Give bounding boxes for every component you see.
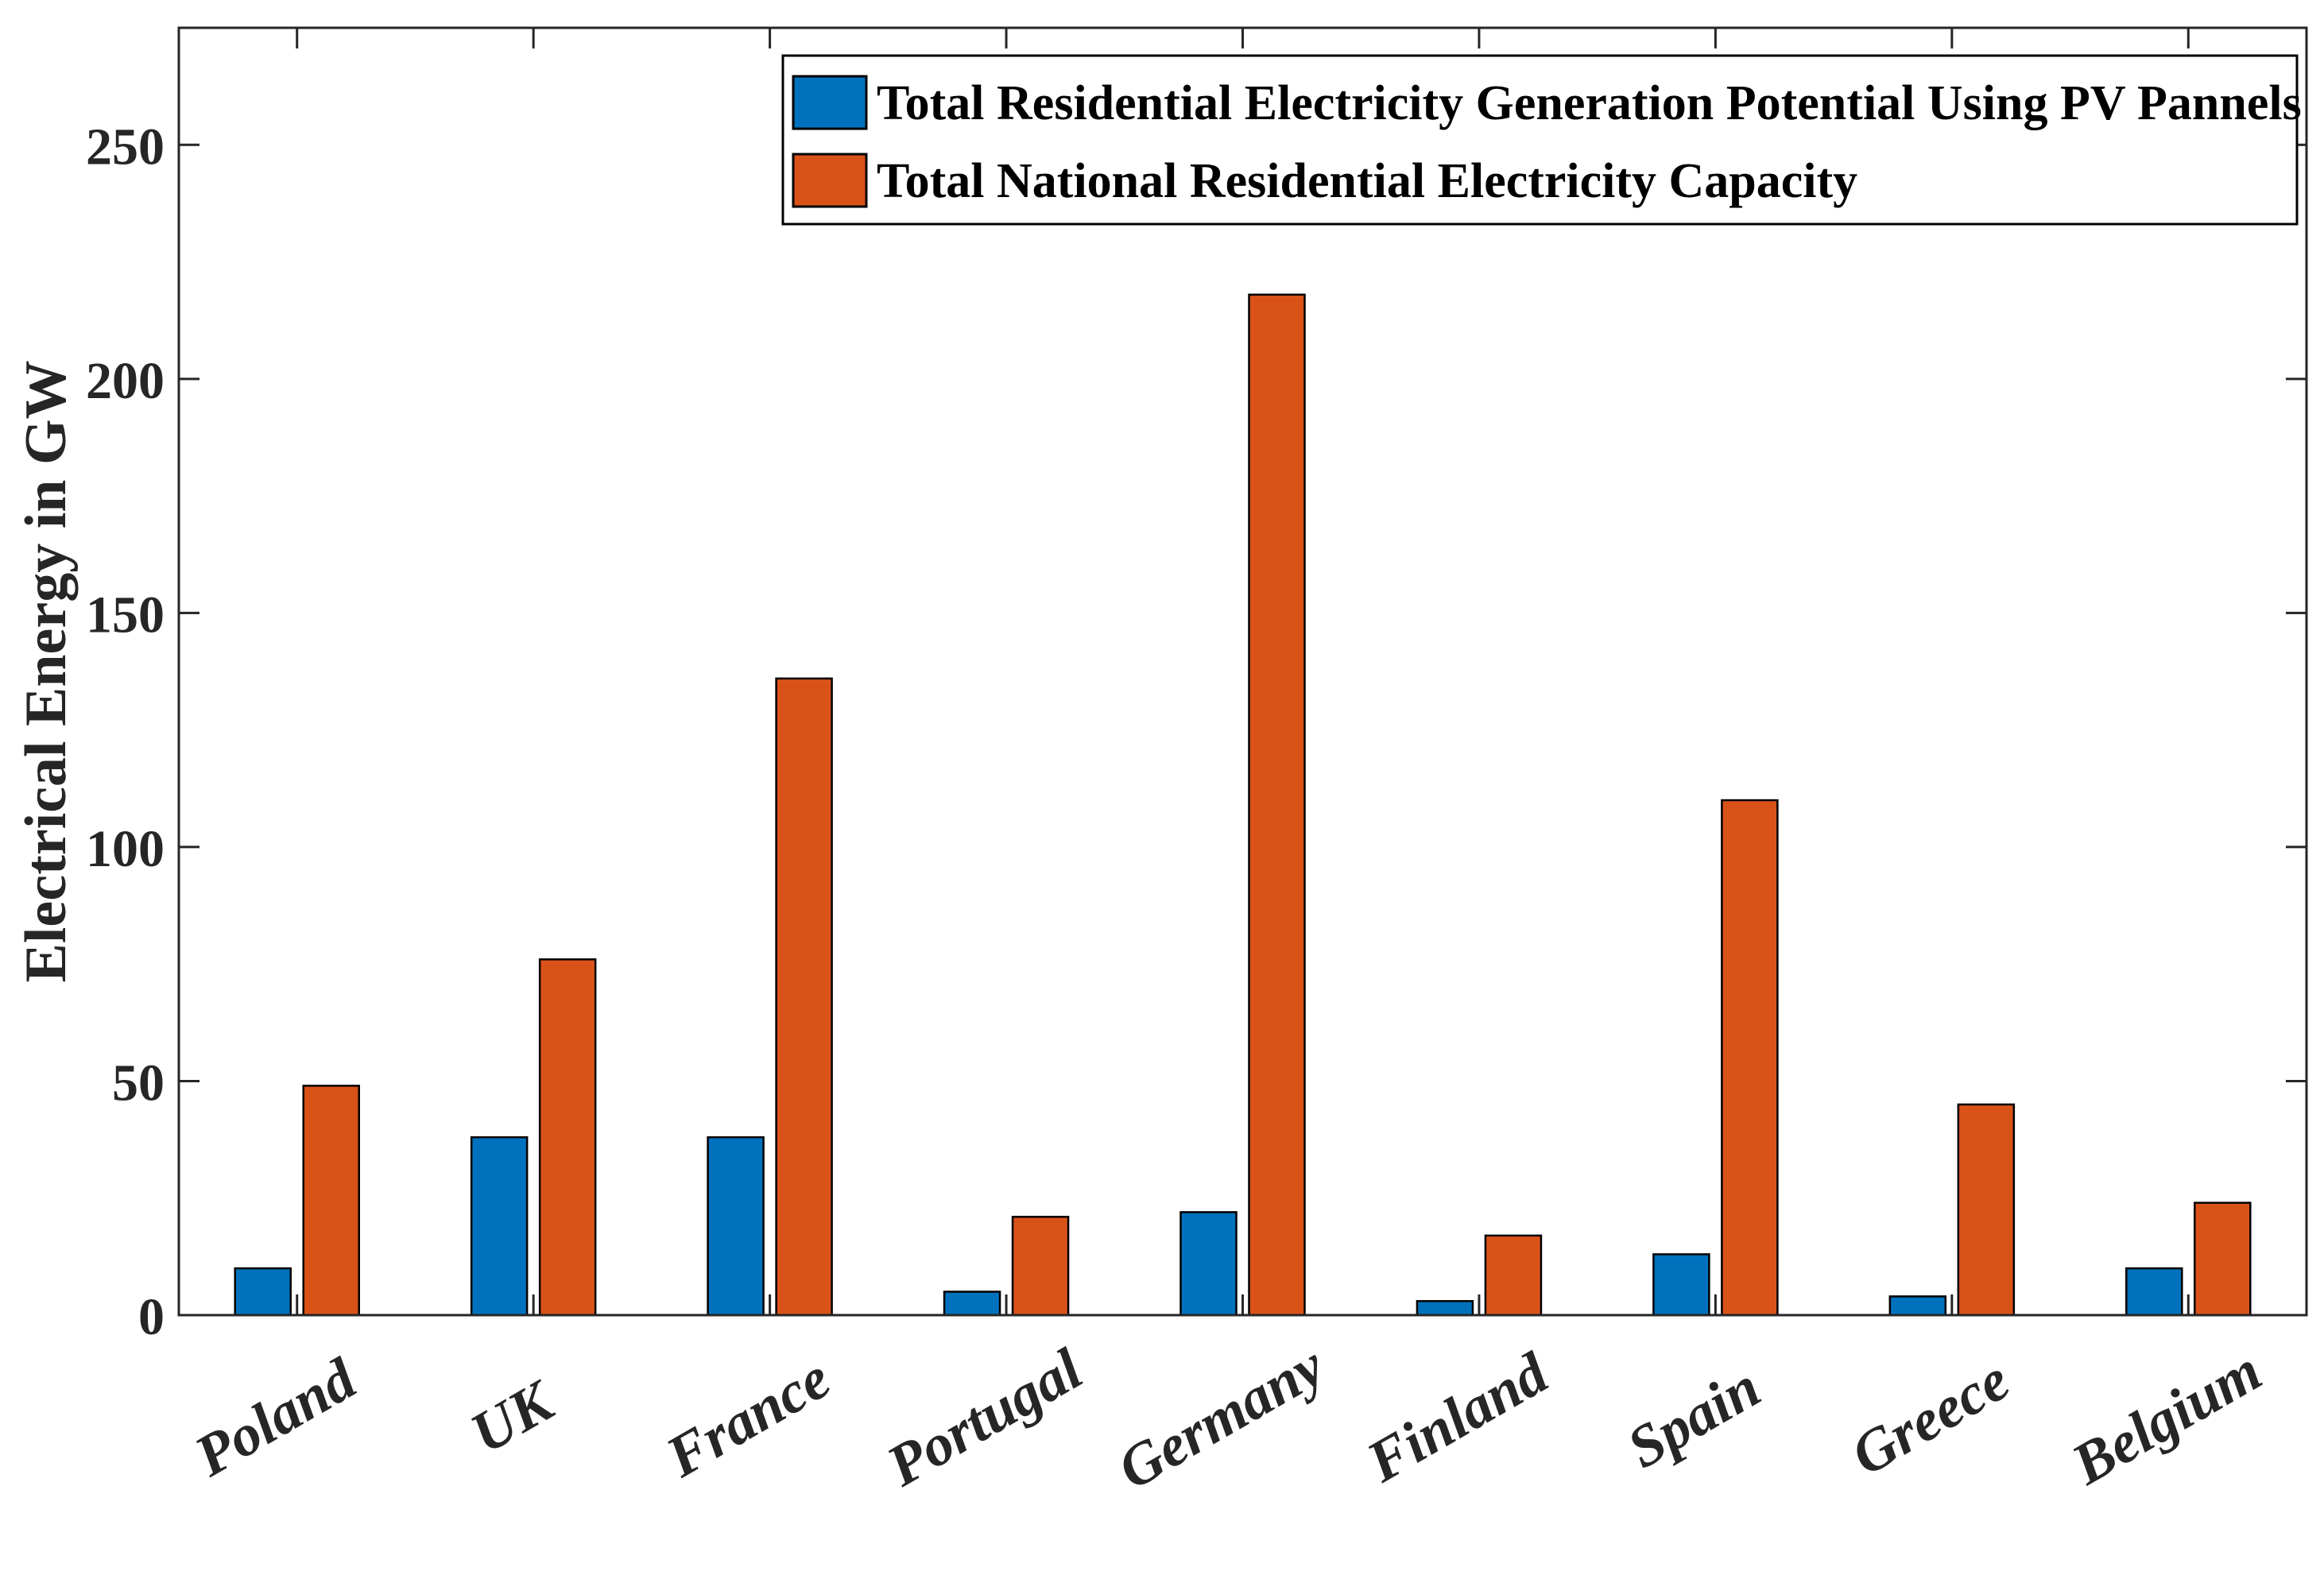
bar-pv-potential-greece bbox=[1888, 1295, 1947, 1317]
legend: Total Residential Electricity Generation… bbox=[781, 54, 2302, 226]
x-category-label-spain: Spain bbox=[1617, 1354, 1771, 1480]
y-tick-label: 250 bbox=[86, 118, 165, 176]
legend-swatch-national-capacity bbox=[792, 153, 868, 208]
x-category-label-belgium: Belgium bbox=[2061, 1338, 2272, 1498]
y-tick-label: 100 bbox=[86, 820, 165, 878]
bar-national-capacity-belgium bbox=[2194, 1201, 2252, 1317]
bar-national-capacity-finland bbox=[1484, 1234, 1543, 1317]
x-category-label-finland: Finland bbox=[1356, 1341, 1559, 1496]
y-tick-label: 200 bbox=[86, 352, 165, 410]
bar-national-capacity-greece bbox=[1957, 1103, 2016, 1317]
bar-pv-potential-germany bbox=[1179, 1211, 1238, 1317]
bar-pv-potential-portugal bbox=[943, 1290, 1001, 1317]
bar-pv-potential-belgium bbox=[2125, 1267, 2183, 1317]
x-category-label-germany: Germany bbox=[1107, 1333, 1336, 1502]
bar-national-capacity-spain bbox=[1721, 799, 1779, 1317]
bar-national-capacity-france bbox=[775, 677, 833, 1317]
bar-national-capacity-germany bbox=[1248, 293, 1306, 1317]
bar-pv-potential-uk bbox=[470, 1136, 529, 1317]
x-category-label-greece: Greece bbox=[1841, 1347, 2020, 1488]
y-tick-label: 0 bbox=[138, 1288, 165, 1346]
x-category-label-france: France bbox=[655, 1345, 841, 1491]
legend-label-pv-potential: Total Residential Electricity Generation… bbox=[877, 76, 2302, 130]
y-tick-label: 50 bbox=[112, 1054, 165, 1112]
legend-swatch-pv-potential bbox=[792, 75, 868, 130]
bar-pv-potential-france bbox=[707, 1136, 765, 1317]
x-category-label-portugal: Portugal bbox=[876, 1337, 1094, 1499]
bar-national-capacity-uk bbox=[538, 958, 597, 1317]
bar-pv-potential-poland bbox=[234, 1267, 292, 1317]
bars-layer bbox=[234, 293, 2252, 1317]
x-category-label-poland: Poland bbox=[184, 1346, 367, 1490]
x-category-label-uk: UK bbox=[460, 1368, 567, 1467]
bar-national-capacity-poland bbox=[302, 1085, 360, 1317]
y-tick-label: 150 bbox=[86, 586, 165, 644]
legend-box bbox=[781, 54, 2299, 226]
legend-label-national-capacity: Total National Residential Electricity C… bbox=[877, 154, 1857, 208]
bar-pv-potential-spain bbox=[1652, 1253, 1710, 1317]
bar-national-capacity-portugal bbox=[1011, 1216, 1070, 1317]
bar-pv-potential-finland bbox=[1416, 1300, 1474, 1317]
y-axis-label: Electrical Energy in GW bbox=[14, 360, 79, 982]
